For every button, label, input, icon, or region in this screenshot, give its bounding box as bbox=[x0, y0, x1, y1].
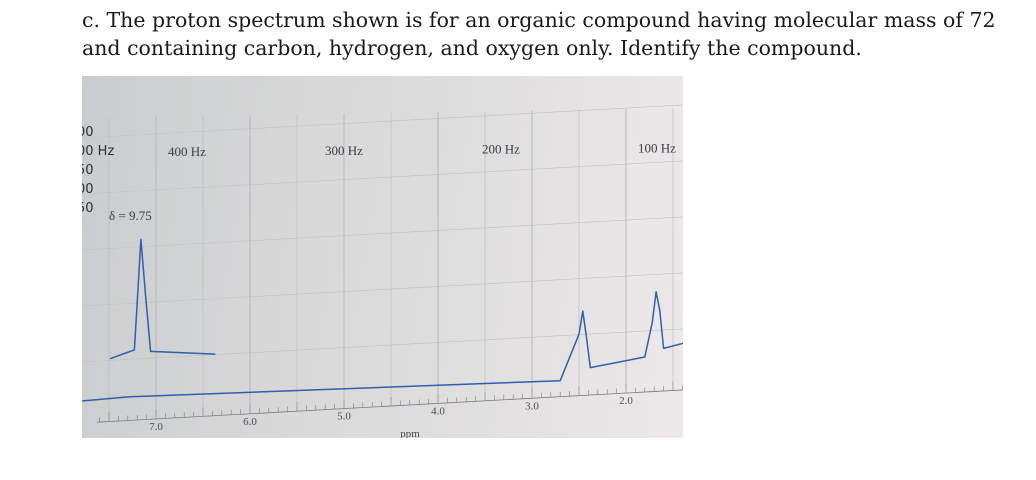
left-edge-label: 50 bbox=[82, 201, 94, 216]
spectrum-trace-offset bbox=[109, 238, 216, 360]
gridline bbox=[82, 272, 683, 307]
chart-grid bbox=[82, 104, 683, 423]
x-axis-line bbox=[96, 389, 683, 423]
gridline bbox=[82, 160, 683, 195]
left-edge-label: 00 Hz bbox=[82, 144, 114, 159]
gridline bbox=[82, 104, 683, 139]
question-line-2: and containing carbon, hydrogen, and oxy… bbox=[82, 36, 862, 60]
x-axis-label: ppm bbox=[400, 428, 420, 438]
x-tick-label: 6.0 bbox=[243, 416, 257, 428]
spectrum-traces bbox=[82, 238, 683, 402]
x-tick-label: 4.0 bbox=[431, 405, 445, 417]
gridline bbox=[82, 216, 683, 251]
chemical-shift-annotation: δ = 9.75 bbox=[109, 208, 152, 223]
hz-tick-label: 200 Hz bbox=[482, 142, 520, 157]
x-tick-label: 2.0 bbox=[619, 395, 633, 407]
question-text: c. The proton spectrum shown is for an o… bbox=[82, 6, 1032, 62]
left-edge-label: 00 bbox=[82, 125, 94, 140]
question-line-1: c. The proton spectrum shown is for an o… bbox=[82, 8, 996, 32]
left-edge-label: 50 bbox=[82, 163, 94, 178]
spectrum-trace-main bbox=[82, 291, 683, 402]
left-edge-label: 00 bbox=[82, 182, 94, 197]
hz-tick-label: 400 Hz bbox=[168, 144, 206, 159]
hz-tick-label: 100 Hz bbox=[638, 140, 676, 155]
x-tick-label: 7.0 bbox=[149, 421, 163, 433]
x-tick-label: 3.0 bbox=[525, 400, 539, 412]
hz-tick-label: 300 Hz bbox=[325, 143, 363, 158]
x-tick-label: 5.0 bbox=[337, 411, 351, 423]
gridline bbox=[82, 328, 683, 363]
